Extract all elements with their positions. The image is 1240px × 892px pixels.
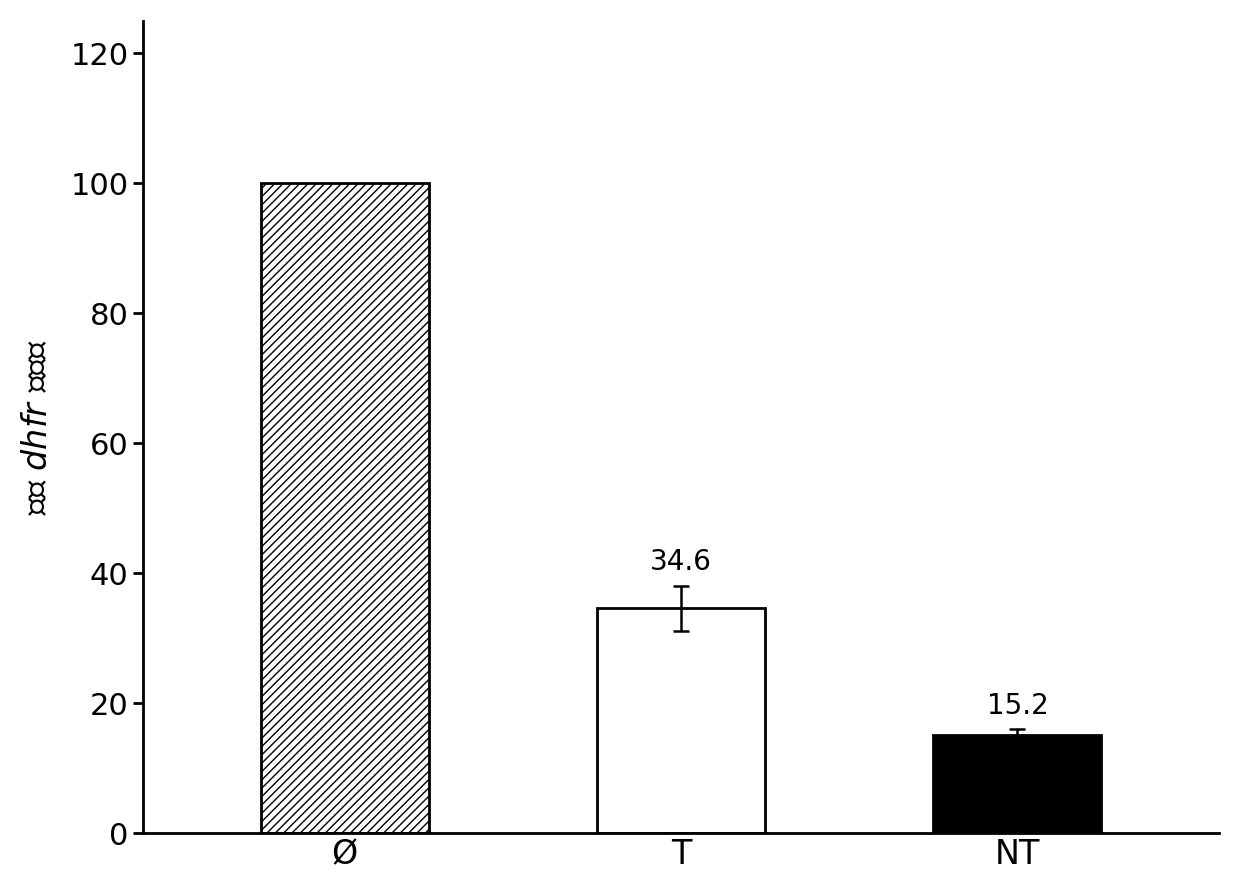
Y-axis label: 相对 $dhfr$ 表达量: 相对 $dhfr$ 表达量 [21, 339, 53, 515]
Text: 34.6: 34.6 [650, 548, 712, 576]
Bar [934, 734, 1101, 833]
Bar [260, 184, 429, 833]
Text: 15.2: 15.2 [987, 691, 1048, 720]
Bar [598, 608, 765, 833]
